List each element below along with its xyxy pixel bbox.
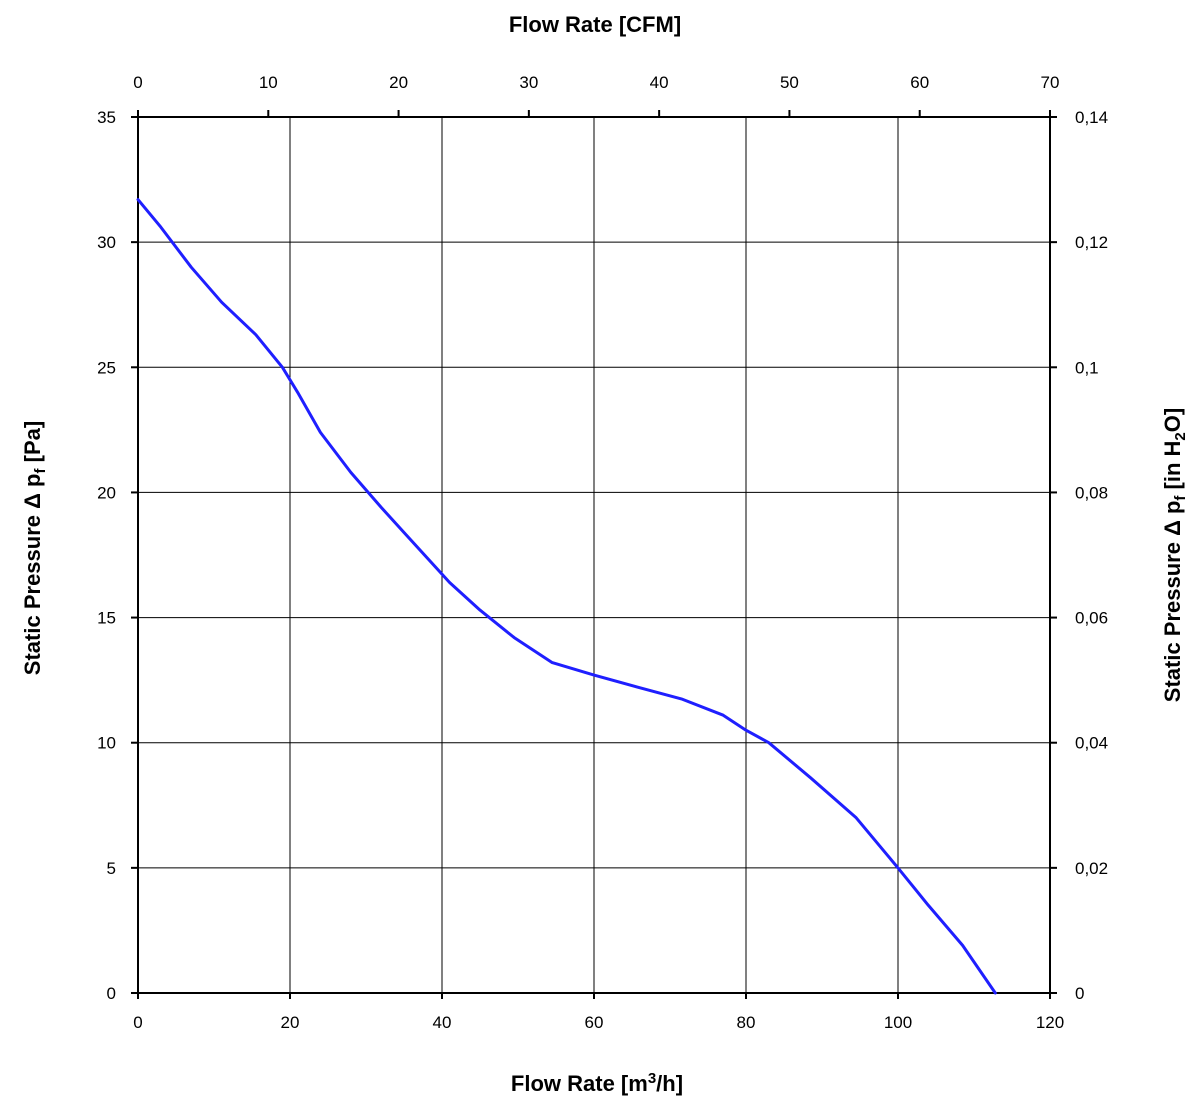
x2-tick-label: 20: [389, 73, 408, 92]
x2-tick-label: 30: [519, 73, 538, 92]
data-series: [136, 198, 997, 995]
top-axis-title: Flow Rate [CFM]: [509, 12, 681, 37]
x2-tick-label: 10: [259, 73, 278, 92]
x-tick-label: 60: [585, 1013, 604, 1032]
y-tick-label: 15: [97, 609, 116, 628]
y2-tick-label: 0,08: [1075, 483, 1108, 502]
x-tick-label: 40: [433, 1013, 452, 1032]
grid-lines: [138, 117, 1050, 993]
y2-tick-label: 0,02: [1075, 859, 1108, 878]
series-line: [136, 198, 997, 995]
x2-tick-label: 50: [780, 73, 799, 92]
x-tick-label: 120: [1036, 1013, 1064, 1032]
y-tick-label: 5: [107, 859, 116, 878]
x2-tick-label: 40: [650, 73, 669, 92]
x2-tick-label: 0: [133, 73, 142, 92]
y2-tick-label: 0,1: [1075, 358, 1099, 377]
y2-tick-label: 0,12: [1075, 233, 1108, 252]
axis-ticks: 0 20 40 60 80 100 120 0 5 10 15 20 25 30 35 0 10 20 30 40 50…: [97, 73, 1108, 1032]
y2-tick-label: 0,04: [1075, 734, 1108, 753]
y-tick-label: 30: [97, 233, 116, 252]
left-axis-title: Static Pressure Δ pf [Pa]: [20, 421, 49, 675]
x-tick-label: 20: [281, 1013, 300, 1032]
x-tick-label: 80: [737, 1013, 756, 1032]
right-axis-title: Static Pressure Δ pf [in H2O]: [1160, 408, 1189, 702]
y-tick-label: 0: [107, 984, 116, 1003]
x2-tick-label: 60: [910, 73, 929, 92]
y-tick-label: 35: [97, 108, 116, 127]
y-tick-label: 25: [97, 358, 116, 377]
y-tick-label: 20: [97, 483, 116, 502]
x-tick-label: 100: [884, 1013, 912, 1032]
y2-tick-label: 0: [1075, 984, 1084, 1003]
bottom-axis-title: Flow Rate [m3/h]: [511, 1070, 683, 1096]
y-tick-label: 10: [97, 734, 116, 753]
y2-tick-label: 0,06: [1075, 609, 1108, 628]
x-tick-label: 0: [133, 1013, 142, 1032]
y2-tick-label: 0,14: [1075, 108, 1108, 127]
x2-tick-label: 70: [1041, 73, 1060, 92]
